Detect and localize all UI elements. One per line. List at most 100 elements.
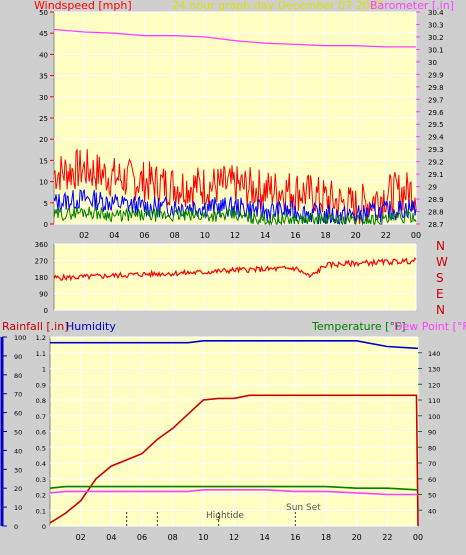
humidity-tick-label: 10 xyxy=(14,504,22,512)
temp-tick-label: 50 xyxy=(428,492,436,500)
direction-grid xyxy=(54,243,417,311)
time-tick-label: 10 xyxy=(200,231,210,240)
baro-tick-label: 30.3 xyxy=(428,21,444,29)
humidity-tick-label: 90 xyxy=(14,353,22,361)
baro-tick-label: 30.4 xyxy=(428,9,444,17)
temp-tick-label: 60 xyxy=(428,476,436,484)
rain-tick-label: 0.9 xyxy=(36,381,46,389)
baro-tick-label: 29.6 xyxy=(428,109,444,117)
direction-axis-ticks: 0 90 180 270 360 xyxy=(35,241,48,315)
direction-tick-label: 90 xyxy=(39,291,48,299)
temp-tick-label: 90 xyxy=(428,429,436,437)
rain-time-tick-label: 06 xyxy=(137,533,147,542)
time-tick-label: 02 xyxy=(79,231,89,240)
rain-tick-label: 0.8 xyxy=(36,397,46,405)
rain-time-tick-label: 10 xyxy=(198,533,208,542)
rain-time-tick-label: 18 xyxy=(321,533,331,542)
temp-tick-label: 70 xyxy=(428,460,436,468)
rain-tick-label: 0 xyxy=(42,523,46,531)
wind-tick-label: 5 xyxy=(44,200,48,208)
wind-tick-label: 50 xyxy=(39,9,48,17)
direction-tick-label: 360 xyxy=(35,241,48,249)
humidity-line xyxy=(50,339,418,350)
wind-tick-label: 30 xyxy=(39,94,48,102)
time-markers: Hightide Sun Set xyxy=(126,503,321,526)
rain-time-tick-label: 14 xyxy=(260,533,270,542)
baro-axis-ticks: 28.7 28.8 28.9 29 29.1 29.2 29.3 29.4 29.5 29.6 29… xyxy=(416,9,444,229)
dew-axis-label: Dew Point [°F] xyxy=(394,320,466,333)
humidity-tick-label: 20 xyxy=(14,485,22,493)
rain-time-tick-label: 04 xyxy=(106,533,116,542)
baro-tick-label: 29.7 xyxy=(428,96,444,104)
humidity-tick-label: 40 xyxy=(14,447,22,455)
hightide-label: Hightide xyxy=(206,511,244,521)
rain-axis-label: Rainfall [.in] xyxy=(2,320,69,333)
barometer-line xyxy=(53,28,416,48)
wind-tick-label: 35 xyxy=(39,73,48,81)
wind-tick-label: 15 xyxy=(39,157,48,165)
baro-tick-label: 28.8 xyxy=(428,209,444,217)
graph-title: 24 hour graph day December 07 2022 xyxy=(172,0,384,12)
rain-time-tick-label: 12 xyxy=(229,533,239,542)
sunset-label: Sun Set xyxy=(286,503,321,513)
baro-tick-label: 29.9 xyxy=(428,71,444,79)
baro-tick-label: 29.2 xyxy=(428,159,444,167)
humidity-axis-ticks: 0 10 20 30 40 50 60 70 80 90 100 xyxy=(2,334,26,531)
direction-tick-label: 270 xyxy=(35,258,48,266)
rain-time-tick-label: 16 xyxy=(290,533,300,542)
humidity-tick-label: 70 xyxy=(14,391,22,399)
time-tick-label: 12 xyxy=(230,231,240,240)
rain-time-tick-label: 00 xyxy=(413,533,423,542)
wind-baro-series xyxy=(53,28,417,226)
time-tick-label: 14 xyxy=(260,231,270,240)
temp-tick-label: 130 xyxy=(428,366,440,374)
rain-time-tick-label: 08 xyxy=(168,533,178,542)
wind-gust-line xyxy=(53,148,417,225)
baro-tick-label: 30.2 xyxy=(428,34,444,42)
baro-axis-label: Barometer [.in] xyxy=(370,0,454,12)
rain-time-tick-label: 02 xyxy=(76,533,86,542)
wind-tick-label: 0 xyxy=(44,221,48,229)
direction-series xyxy=(53,257,417,282)
compass-label-n-top: N xyxy=(436,239,445,253)
baro-tick-label: 29.4 xyxy=(428,134,444,142)
humidity-tick-label: 30 xyxy=(14,466,22,474)
humidity-axis-label: Humidity xyxy=(66,320,116,333)
rain-tick-label: 0.5 xyxy=(36,444,46,452)
time-tick-label: 22 xyxy=(381,231,391,240)
baro-tick-label: 30.1 xyxy=(428,46,444,54)
time-tick-label: 08 xyxy=(170,231,180,240)
wind-tick-label: 40 xyxy=(39,51,48,59)
temp-axis-ticks: 40 50 60 70 80 90 100 110 120 130 140 xyxy=(418,350,440,515)
rain-tick-label: 0.1 xyxy=(36,507,46,515)
rain-tick-label: 0.3 xyxy=(36,476,46,484)
wind-tick-label: 20 xyxy=(39,136,48,144)
temp-tick-label: 100 xyxy=(428,413,440,421)
direction-tick-label: 0 xyxy=(44,307,48,315)
humidity-tick-label: 80 xyxy=(14,372,22,380)
humidity-tick-label: 0 xyxy=(14,523,18,531)
wind-low-line xyxy=(53,206,417,226)
compass-label-n-bottom: N xyxy=(436,303,445,317)
compass-labels: N W S E N xyxy=(436,239,448,317)
rain-temp-time-axis: 02 04 06 08 10 12 14 16 18 20 22 00 xyxy=(76,533,424,542)
temp-tick-label: 120 xyxy=(428,381,440,389)
baro-tick-label: 30 xyxy=(428,59,437,67)
rain-temp-grid xyxy=(50,336,419,527)
time-tick-label: 20 xyxy=(351,231,361,240)
rain-tick-label: 1.1 xyxy=(36,350,46,358)
time-tick-label: 06 xyxy=(139,231,149,240)
baro-tick-label: 29.3 xyxy=(428,146,444,154)
rain-tick-label: 0.7 xyxy=(36,413,46,421)
rain-time-tick-label: 22 xyxy=(382,533,392,542)
wind-tick-label: 10 xyxy=(39,179,48,187)
humidity-tick-label: 100 xyxy=(14,334,26,342)
humidity-tick-label: 60 xyxy=(14,410,22,418)
wind-time-axis: 02 04 06 08 10 12 14 16 18 20 22 00 xyxy=(79,231,421,240)
wind-average-line xyxy=(53,189,417,225)
rain-tick-label: 0.4 xyxy=(36,460,46,468)
baro-tick-label: 29.8 xyxy=(428,84,444,92)
baro-tick-label: 28.9 xyxy=(428,196,444,204)
temp-tick-label: 40 xyxy=(428,507,436,515)
temp-tick-label: 140 xyxy=(428,350,440,358)
